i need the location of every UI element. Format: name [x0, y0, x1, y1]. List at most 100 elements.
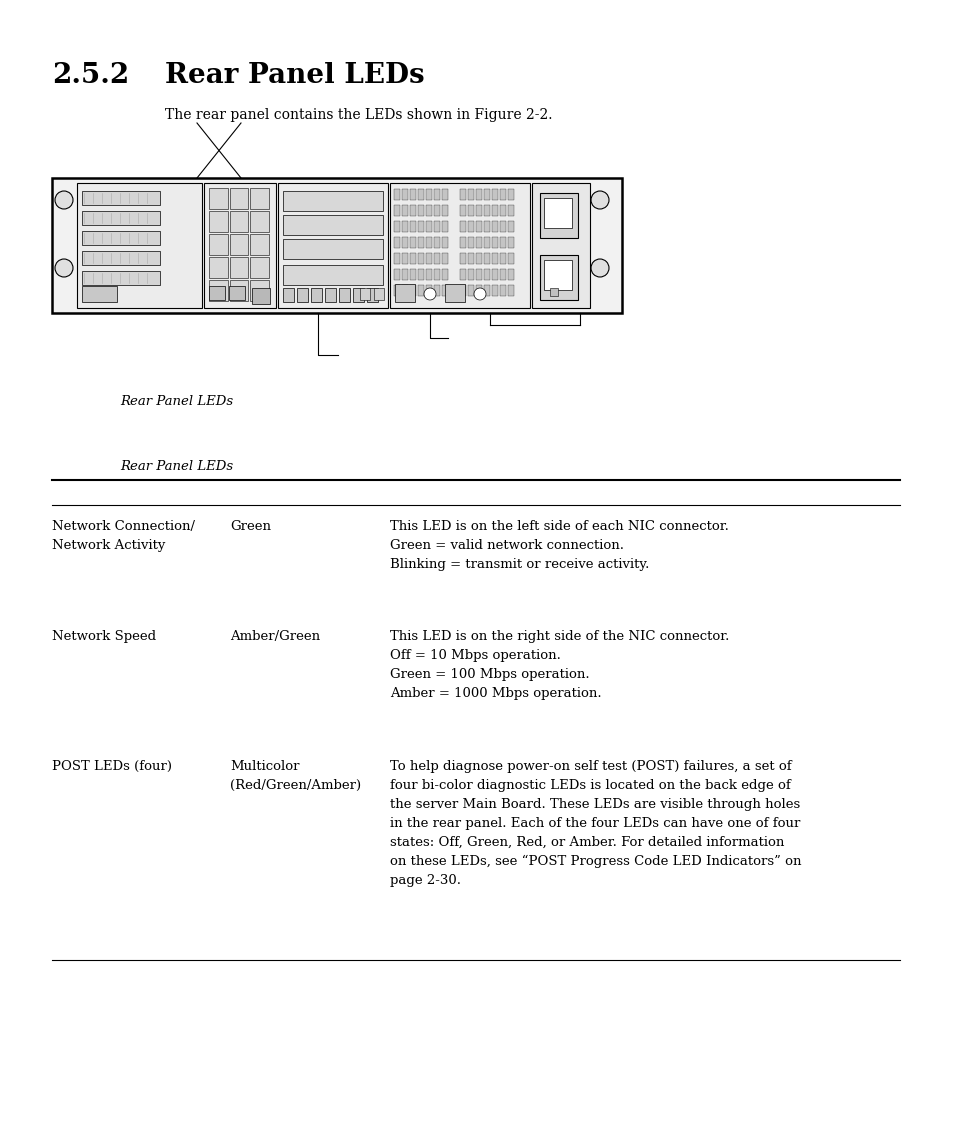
Bar — [483, 253, 490, 264]
Bar — [417, 221, 423, 232]
Bar — [283, 215, 382, 235]
Bar — [401, 189, 408, 200]
Bar — [468, 189, 474, 200]
Bar — [353, 289, 364, 302]
Bar — [507, 253, 514, 264]
Bar — [426, 221, 432, 232]
Bar — [426, 189, 432, 200]
Bar — [492, 221, 497, 232]
Bar — [410, 269, 416, 281]
Bar — [283, 264, 382, 285]
Bar — [250, 256, 269, 278]
Bar — [499, 221, 505, 232]
Bar — [507, 237, 514, 248]
Bar — [492, 189, 497, 200]
Bar — [325, 289, 335, 302]
Bar — [311, 289, 322, 302]
Bar — [417, 189, 423, 200]
Bar — [52, 177, 621, 313]
Bar — [230, 234, 248, 255]
Bar — [459, 269, 465, 281]
Bar — [417, 269, 423, 281]
Bar — [507, 285, 514, 297]
Text: To help diagnose power-on self test (POST) failures, a set of
four bi-color diag: To help diagnose power-on self test (POS… — [390, 760, 801, 887]
Bar — [468, 253, 474, 264]
Bar — [459, 285, 465, 297]
Bar — [252, 289, 270, 305]
Bar — [394, 253, 399, 264]
Bar — [394, 237, 399, 248]
Bar — [82, 231, 160, 245]
Text: The rear panel contains the LEDs shown in Figure 2-2.: The rear panel contains the LEDs shown i… — [165, 108, 552, 123]
Bar — [499, 205, 505, 216]
Bar — [434, 221, 439, 232]
Bar — [338, 289, 350, 302]
Bar — [434, 205, 439, 216]
Bar — [499, 285, 505, 297]
Bar — [434, 285, 439, 297]
Bar — [532, 183, 589, 308]
Bar — [426, 285, 432, 297]
Bar — [250, 211, 269, 232]
Bar — [441, 221, 448, 232]
Bar — [426, 269, 432, 281]
Bar — [476, 253, 481, 264]
Bar — [434, 269, 439, 281]
Bar — [459, 253, 465, 264]
Bar — [296, 289, 308, 302]
Bar — [441, 269, 448, 281]
Bar — [77, 183, 202, 308]
Bar — [250, 281, 269, 301]
Bar — [492, 253, 497, 264]
Bar — [441, 237, 448, 248]
Bar — [410, 285, 416, 297]
Bar — [434, 253, 439, 264]
Bar — [492, 205, 497, 216]
Text: This LED is on the left side of each NIC connector.
Green = valid network connec: This LED is on the left side of each NIC… — [390, 520, 728, 571]
Bar — [283, 289, 294, 302]
Circle shape — [474, 289, 485, 300]
Bar — [441, 285, 448, 297]
Bar — [539, 255, 578, 300]
Bar — [483, 221, 490, 232]
Bar — [483, 285, 490, 297]
Text: Green: Green — [230, 520, 271, 534]
Bar — [441, 189, 448, 200]
Bar — [390, 183, 530, 308]
Bar — [543, 260, 572, 290]
Bar — [209, 188, 228, 210]
Text: Network Connection/
Network Activity: Network Connection/ Network Activity — [52, 520, 194, 552]
Bar — [483, 237, 490, 248]
Bar — [476, 285, 481, 297]
Bar — [82, 251, 160, 264]
Bar — [82, 191, 160, 205]
Bar — [539, 194, 578, 238]
Bar — [476, 189, 481, 200]
Bar — [209, 281, 228, 301]
Bar — [468, 221, 474, 232]
Bar — [250, 188, 269, 210]
Bar — [492, 269, 497, 281]
Bar — [209, 234, 228, 255]
Bar — [507, 205, 514, 216]
Bar — [395, 284, 415, 302]
Text: Amber/Green: Amber/Green — [230, 630, 320, 643]
Bar — [468, 237, 474, 248]
Bar — [459, 189, 465, 200]
Bar — [507, 269, 514, 281]
Circle shape — [55, 259, 73, 277]
Bar — [434, 189, 439, 200]
Bar — [82, 286, 117, 302]
Bar — [417, 253, 423, 264]
Bar — [230, 188, 248, 210]
Bar — [209, 211, 228, 232]
Bar — [499, 253, 505, 264]
Bar — [476, 205, 481, 216]
Bar — [441, 205, 448, 216]
Text: POST LEDs (four): POST LEDs (four) — [52, 760, 172, 773]
Bar — [401, 237, 408, 248]
Bar — [459, 221, 465, 232]
Bar — [401, 205, 408, 216]
Bar — [82, 271, 160, 285]
Bar — [230, 256, 248, 278]
